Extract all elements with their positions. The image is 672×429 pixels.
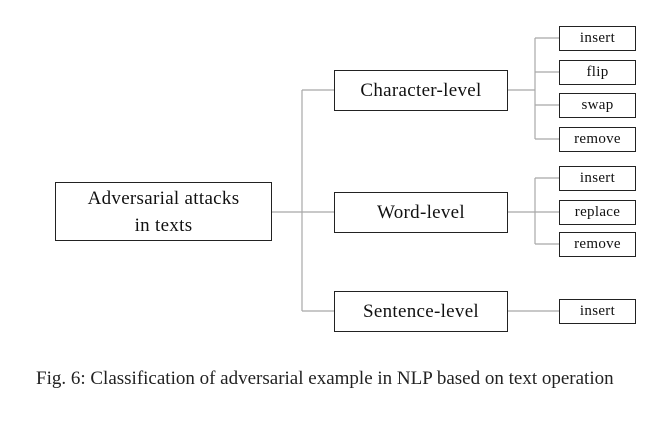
word-level-label: Word-level [377, 201, 465, 223]
root-node-line1: Adversarial attacks [87, 187, 240, 209]
sentence-level-node: Sentence-level [334, 291, 508, 332]
char-flip-label: flip [586, 64, 609, 80]
word-remove-label: remove [574, 236, 621, 252]
character-level-label: Character-level [360, 79, 482, 101]
sentence-insert-node: insert [559, 299, 636, 324]
char-insert-label: insert [579, 30, 616, 46]
word-remove-node: remove [559, 232, 636, 257]
sentence-insert-label: insert [579, 303, 616, 319]
character-level-node: Character-level [334, 70, 508, 111]
char-flip-node: flip [559, 60, 636, 85]
char-swap-node: swap [559, 93, 636, 118]
sentence-level-label: Sentence-level [362, 300, 480, 322]
word-insert-label: insert [579, 170, 616, 186]
char-remove-label: remove [574, 131, 621, 147]
char-swap-label: swap [581, 97, 614, 113]
char-remove-node: remove [559, 127, 636, 152]
word-insert-node: insert [559, 166, 636, 191]
char-insert-node: insert [559, 26, 636, 51]
word-replace-label: replace [574, 204, 621, 220]
figure-caption: Fig. 6: Classification of adversarial ex… [36, 368, 614, 389]
root-node: Adversarial attacks in texts [55, 182, 272, 241]
root-node-line2: in texts [134, 214, 193, 236]
word-level-node: Word-level [334, 192, 508, 233]
word-replace-node: replace [559, 200, 636, 225]
